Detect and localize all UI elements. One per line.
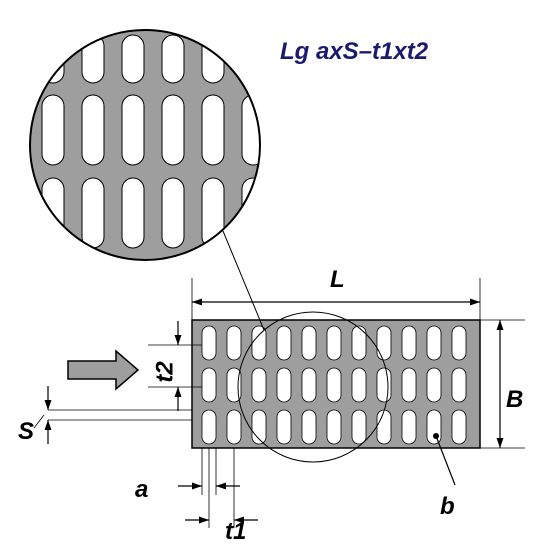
dim-label-s: S [18,418,34,446]
dim-label-b: b [440,493,455,521]
dim-label-l: L [330,266,345,294]
dim-label-t1: t1 [225,518,246,546]
technical-drawing [0,0,550,550]
dim-label-b2: B [506,386,523,414]
dim-label-a: a [135,476,148,504]
dim-label-t2: t2 [152,361,180,382]
